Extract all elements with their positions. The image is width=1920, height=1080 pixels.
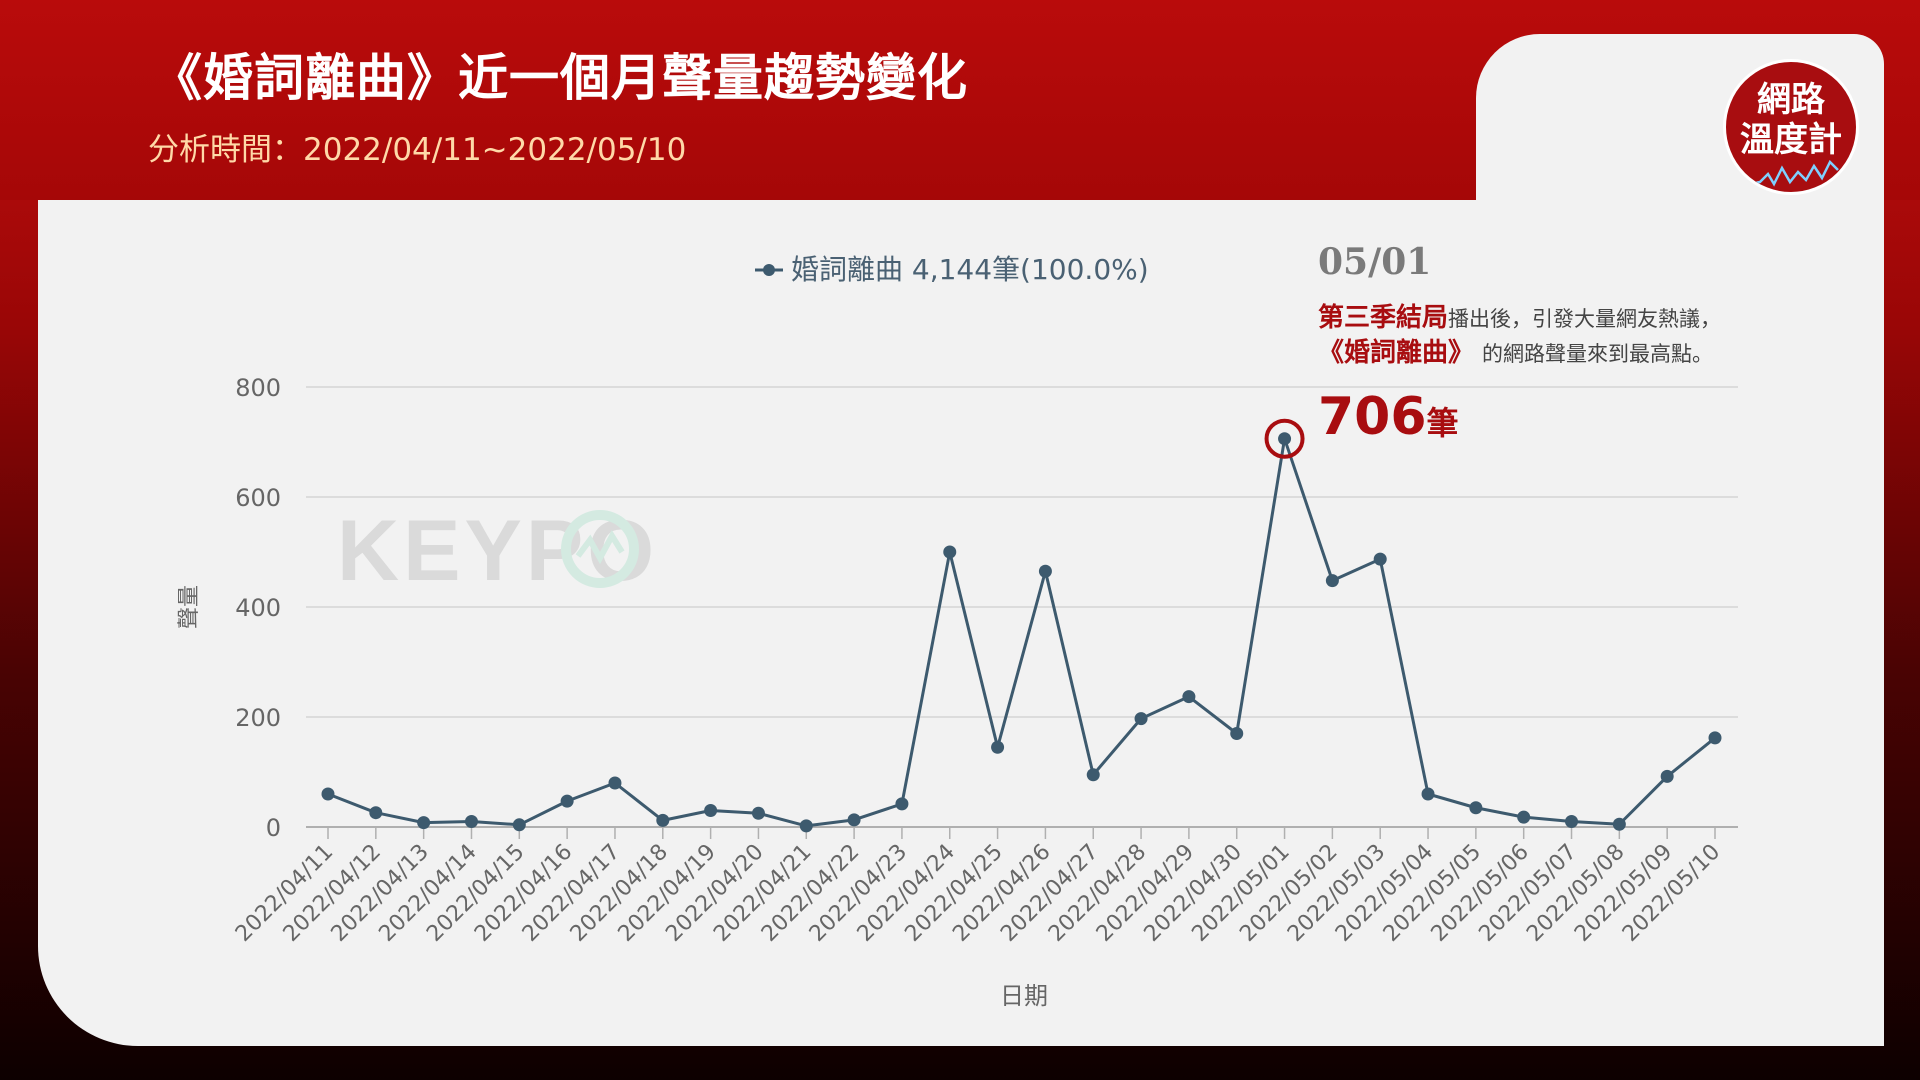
- annotation-highlight: 第三季結局: [1318, 302, 1448, 333]
- x-tick-labels: 2022/04/112022/04/122022/04/132022/04/14…: [231, 840, 1725, 947]
- logo-text-line2: 溫度計: [1740, 120, 1842, 160]
- data-point: [1325, 574, 1339, 588]
- data-point: [991, 740, 1005, 754]
- data-point: [369, 806, 383, 820]
- brand-logo: 網路 溫度計: [1723, 59, 1859, 195]
- data-point: [1421, 787, 1435, 801]
- data-point: [799, 819, 813, 833]
- data-point: [321, 787, 335, 801]
- chart-card: [38, 200, 1884, 1046]
- legend: 婚詞離曲 4,144筆(100.0%): [755, 253, 1149, 286]
- data-point: [608, 776, 622, 790]
- peak-unit: 筆: [1427, 404, 1459, 442]
- series-line-path: [327, 437, 1716, 828]
- y-tick-label: 200: [235, 704, 281, 732]
- annotation-line1: 第三季結局播出後，引發大量網友熱議，: [1318, 302, 1721, 333]
- annotation-text2: 的網路聲量來到最高點。: [1482, 342, 1713, 366]
- annotation-line2: 《婚詞離曲》 的網路聲量來到最高點。: [1318, 337, 1713, 368]
- annotation-text1: 播出後，引發大量網友熱議，: [1448, 307, 1721, 331]
- y-tick-label: 400: [235, 594, 281, 622]
- peak-value-label: 706筆: [1318, 387, 1459, 447]
- data-point: [895, 797, 909, 811]
- data-point: [560, 794, 574, 808]
- data-point: [1182, 690, 1196, 704]
- analysis-period: 分析時間：2022/04/11~2022/05/10: [148, 132, 687, 168]
- x-axis-label: 日期: [1000, 982, 1048, 1010]
- logo-wave-icon: [1750, 160, 1839, 187]
- data-point: [417, 816, 431, 830]
- y-tick-labels: 0 200 400 600 800: [235, 374, 281, 842]
- keypo-watermark: KEYPO: [337, 503, 654, 599]
- y-tick-label: 600: [235, 484, 281, 512]
- watermark-o-icon: [561, 510, 639, 588]
- peak-annotation: 05/01 第三季結局播出後，引發大量網友熱議， 《婚詞離曲》 的網路聲量來到最高…: [1264, 241, 1721, 459]
- data-point: [1038, 564, 1052, 578]
- series-points: [321, 432, 1722, 833]
- peak-value: 706: [1318, 387, 1427, 447]
- watermark-wave-icon: [575, 530, 625, 565]
- grid-lines: [306, 386, 1738, 839]
- data-point: [1230, 727, 1244, 740]
- annotation-show-name: 《婚詞離曲》: [1318, 337, 1474, 368]
- peak-highlight-ring: [1264, 418, 1305, 459]
- y-tick-label: 800: [235, 374, 281, 402]
- data-point: [464, 815, 478, 828]
- series-line: [327, 437, 1716, 828]
- data-point: [1660, 769, 1674, 783]
- data-point: [512, 818, 526, 832]
- data-point: [1278, 432, 1292, 446]
- data-point: [1134, 712, 1148, 726]
- data-point: [1612, 817, 1626, 831]
- legend-dot-marker: [763, 264, 775, 276]
- data-point: [1708, 731, 1722, 745]
- annotation-date: 05/01: [1318, 241, 1431, 283]
- data-point: [1517, 810, 1531, 824]
- logo-text-line1: 網路: [1757, 80, 1825, 120]
- data-point: [943, 545, 957, 559]
- legend-label: 婚詞離曲 4,144筆(100.0%): [791, 253, 1149, 286]
- page-title: 《婚詞離曲》近一個月聲量趨勢變化: [152, 49, 968, 107]
- data-point: [704, 804, 718, 817]
- data-point: [847, 813, 861, 827]
- data-point: [1373, 552, 1387, 566]
- data-point: [1086, 768, 1100, 782]
- data-point: [1469, 801, 1483, 815]
- y-tick-label: 0: [266, 814, 281, 842]
- data-point: [751, 806, 765, 820]
- data-point: [656, 813, 670, 827]
- y-axis-label: 聲量: [177, 585, 202, 629]
- data-point: [1565, 815, 1579, 828]
